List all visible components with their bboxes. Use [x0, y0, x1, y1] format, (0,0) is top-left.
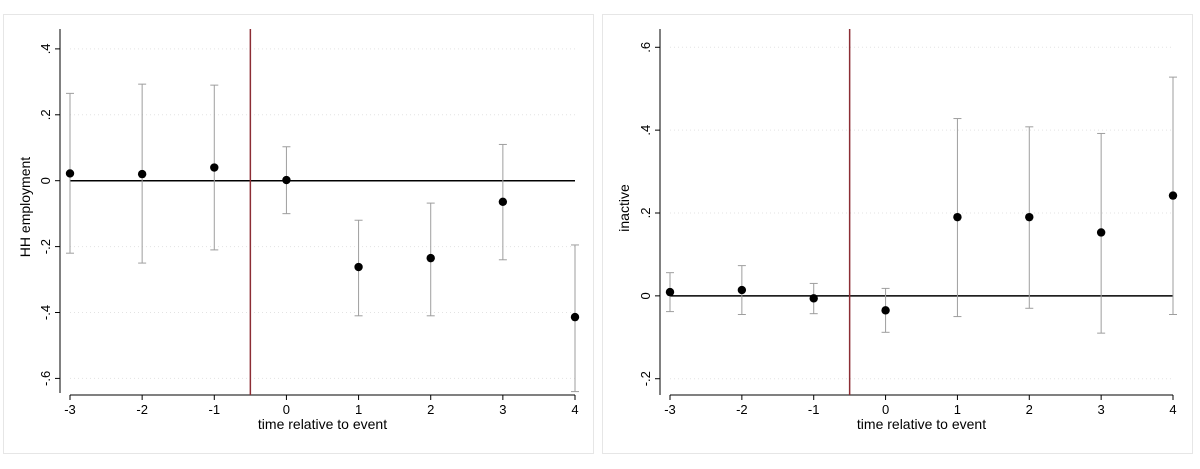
y-tick-label: 0	[38, 177, 53, 184]
data-point	[881, 306, 890, 315]
data-point	[498, 197, 508, 206]
data-point	[809, 294, 818, 303]
data-point	[1025, 212, 1034, 222]
x-tick-label: -1	[808, 402, 820, 417]
x-axis-title: time relative to event	[258, 416, 387, 432]
x-tick-label: -2	[136, 402, 148, 417]
y-tick-label: 0	[638, 292, 653, 299]
x-tick-label: 2	[427, 402, 434, 417]
x-tick-label: 1	[355, 402, 362, 417]
x-tick-label: -3	[64, 402, 76, 417]
y-tick-label: .4	[38, 43, 53, 54]
data-point	[354, 262, 363, 272]
data-point	[282, 175, 291, 185]
y-tick-label: -.4	[38, 305, 53, 320]
x-axis-title: time relative to event	[857, 416, 986, 432]
x-tick-label: 0	[882, 402, 889, 417]
data-point	[65, 169, 75, 178]
y-tick-label: .2	[638, 208, 653, 219]
data-point	[210, 163, 219, 172]
x-tick-label: 1	[954, 402, 961, 417]
y-tick-label: -.2	[38, 239, 53, 254]
x-tick-label: 4	[1169, 402, 1176, 417]
y-tick-label: .2	[38, 109, 53, 120]
data-point	[137, 169, 147, 179]
data-point	[1168, 191, 1178, 200]
chart-panel-hh-employment: -.6 -.4 -.2 0 .2 .4 -3 -2 -1 0 1 2 3 4 time relative t…	[3, 14, 594, 454]
y-axis-title: HH employment	[17, 157, 33, 257]
chart-panel-inactive: -.2 0 .2 .4 .6 -3 -2 -1 0 1 2 3 4 time relative to ev…	[602, 14, 1193, 454]
x-tick-label: -1	[209, 402, 221, 417]
data-point	[426, 253, 435, 263]
y-tick-label: -.6	[38, 371, 53, 386]
x-tick-label: 3	[1098, 402, 1105, 417]
y-tick-label: .6	[638, 42, 653, 53]
chart-inactive: -.2 0 .2 .4 .6 -3 -2 -1 0 1 2 3 4 time relative to ev…	[616, 29, 1178, 432]
data-point	[1096, 228, 1106, 237]
y-tick-label: -.2	[638, 371, 653, 386]
x-tick-label: -2	[736, 402, 748, 417]
data-point	[953, 212, 962, 222]
y-tick-label: .4	[638, 125, 653, 136]
x-tick-label: 4	[571, 402, 578, 417]
data-point	[570, 312, 580, 322]
chart-hh-employment: -.6 -.4 -.2 0 .2 .4 -3 -2 -1 0 1 2 3 4 time relative t…	[17, 29, 580, 432]
x-tick-label: 3	[499, 402, 506, 417]
data-point	[665, 287, 675, 297]
x-tick-label: -3	[664, 402, 676, 417]
y-axis-title: inactive	[616, 184, 632, 232]
x-tick-label: 0	[283, 402, 290, 417]
x-tick-label: 2	[1026, 402, 1033, 417]
data-point	[737, 285, 747, 295]
